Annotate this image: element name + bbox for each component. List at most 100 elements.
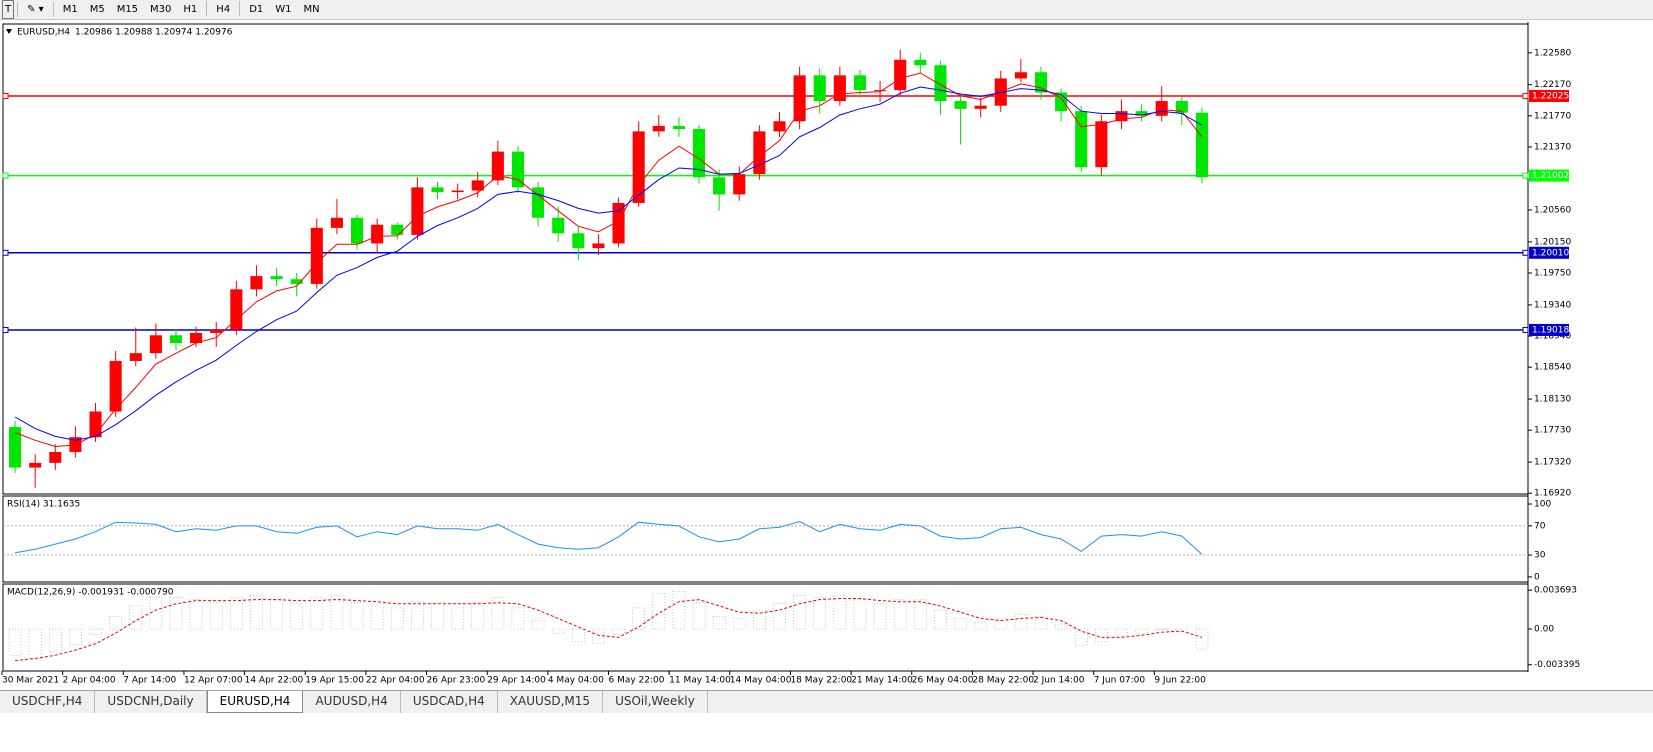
symbol-tab[interactable]: USDCNH,Daily xyxy=(95,691,207,713)
symbol-title: EURUSD,H4 xyxy=(17,28,70,38)
histogram-bar xyxy=(491,597,505,630)
histogram-bar xyxy=(934,609,947,630)
histogram-bar xyxy=(833,595,847,630)
candle-body xyxy=(411,187,424,235)
y-tick-label: 0.00 xyxy=(1534,625,1554,635)
level-label-box xyxy=(1529,246,1569,259)
y-tick-label: 1.17320 xyxy=(1534,458,1571,468)
candle-body xyxy=(773,121,786,132)
candle-body xyxy=(894,59,907,91)
candle-body xyxy=(1115,111,1128,122)
moving-average xyxy=(14,86,1203,441)
histogram-bar xyxy=(28,628,42,659)
histogram-bar xyxy=(632,607,646,630)
histogram-bar xyxy=(994,618,1008,630)
candle-body xyxy=(169,335,183,344)
tool-icon[interactable]: T xyxy=(2,0,15,19)
histogram-bar xyxy=(571,628,585,642)
level-label-box xyxy=(1529,169,1569,182)
timeframe-button[interactable]: D1 xyxy=(249,4,264,15)
histogram-bar xyxy=(592,628,605,645)
symbol-tab[interactable]: USOil,Weekly xyxy=(603,691,708,713)
timeframe-button[interactable]: W1 xyxy=(275,4,292,15)
candle-body xyxy=(974,105,987,109)
candle-body xyxy=(371,224,384,244)
candle-body xyxy=(1135,111,1148,116)
histogram-bar xyxy=(913,599,927,630)
y-tick-label: 1.19340 xyxy=(1534,300,1571,310)
timeframe-button[interactable]: MN xyxy=(303,4,320,15)
histogram-bar xyxy=(230,597,243,630)
candle-body xyxy=(451,190,464,193)
timeframe-button[interactable]: M30 xyxy=(150,4,172,15)
y-tick-label: 0 xyxy=(1534,572,1540,582)
candle-body xyxy=(330,217,343,228)
signal-line xyxy=(15,598,1203,662)
symbol-tab[interactable]: USDCAD,H4 xyxy=(401,691,498,713)
candle-body xyxy=(853,75,866,91)
candle-body xyxy=(813,75,826,102)
level-label: 1.22025 xyxy=(1532,91,1569,101)
y-tick-label: 1.16920 xyxy=(1534,489,1571,499)
timeframe-button[interactable]: M15 xyxy=(116,4,139,15)
time-label: 12 Apr 07:00 xyxy=(184,676,243,686)
histogram-bar xyxy=(1074,628,1088,647)
y-tick-label: 1.22580 xyxy=(1534,48,1571,58)
y-tick-label: 1.17730 xyxy=(1534,426,1571,436)
y-tick-label: 1.22170 xyxy=(1534,80,1571,90)
candle-body xyxy=(49,451,62,463)
time-label: 19 Apr 15:00 xyxy=(305,676,364,686)
histogram-bar xyxy=(1095,628,1108,642)
symbol-tab[interactable]: XAUUSD,M15 xyxy=(498,691,604,713)
candle-body xyxy=(954,101,967,109)
histogram-bar xyxy=(612,628,625,635)
level-label: 1.21002 xyxy=(1532,171,1569,181)
time-label: 7 Jun 07:00 xyxy=(1094,676,1146,686)
candle-body xyxy=(652,125,665,132)
y-tick-label: 1.20560 xyxy=(1534,205,1571,215)
symbol-tab[interactable]: USDCHF,H4 xyxy=(0,691,96,713)
candle-body xyxy=(592,243,605,249)
histogram-bar xyxy=(431,602,444,630)
level-label: 1.19018 xyxy=(1532,325,1569,335)
symbol-tab[interactable]: EURUSD,H4 xyxy=(206,691,304,713)
histogram-bar xyxy=(109,616,122,630)
candle-body xyxy=(572,233,585,249)
candle-body xyxy=(1075,111,1088,168)
candle-body xyxy=(29,462,42,468)
candle-body xyxy=(632,131,645,203)
candle-body xyxy=(391,224,404,235)
toolbar: T ✎ ▾ M1 M5 M15 M30 H1 H4 D1 W1 MN xyxy=(0,0,1653,20)
quote: 1.20986 1.20988 1.20974 1.20976 xyxy=(75,28,233,38)
level-handle xyxy=(2,249,9,256)
histogram-bar xyxy=(209,602,223,630)
tool-icon[interactable]: ✎ ▾ xyxy=(27,4,44,15)
timeframe-button[interactable]: M5 xyxy=(89,4,105,15)
histogram-bar xyxy=(411,601,424,630)
timeframe-button[interactable]: M1 xyxy=(62,4,78,15)
time-label: 2 Jun 14:00 xyxy=(1033,676,1085,686)
y-tick-label: 1.21770 xyxy=(1534,111,1571,121)
symbol-tab[interactable]: AUDUSD,H4 xyxy=(303,691,401,713)
timeframe-button[interactable]: H1 xyxy=(183,4,198,15)
timeframe-button[interactable]: H4 xyxy=(216,4,231,15)
panel-title: MACD(12,26,9) -0.001931 -0.000790 xyxy=(7,588,174,598)
time-label: 26 Apr 23:00 xyxy=(427,676,486,686)
time-label: 18 May 22:00 xyxy=(790,676,852,686)
candle-body xyxy=(9,427,22,468)
candle-body xyxy=(713,177,726,195)
histogram-bar xyxy=(89,628,102,635)
level-handle xyxy=(1522,326,1529,333)
histogram-bar xyxy=(732,618,746,630)
histogram-bar xyxy=(290,603,304,630)
candle-body xyxy=(833,75,846,102)
histogram-bar xyxy=(169,597,183,630)
histogram-bar xyxy=(1155,628,1169,630)
time-label: 30 Mar 2021 xyxy=(2,676,59,686)
histogram-bar xyxy=(954,618,967,630)
level-label-box xyxy=(1529,89,1569,102)
time-label: 28 May 22:00 xyxy=(972,676,1034,686)
candle-body xyxy=(210,329,223,333)
y-tick-label: 1.18540 xyxy=(1534,363,1571,373)
